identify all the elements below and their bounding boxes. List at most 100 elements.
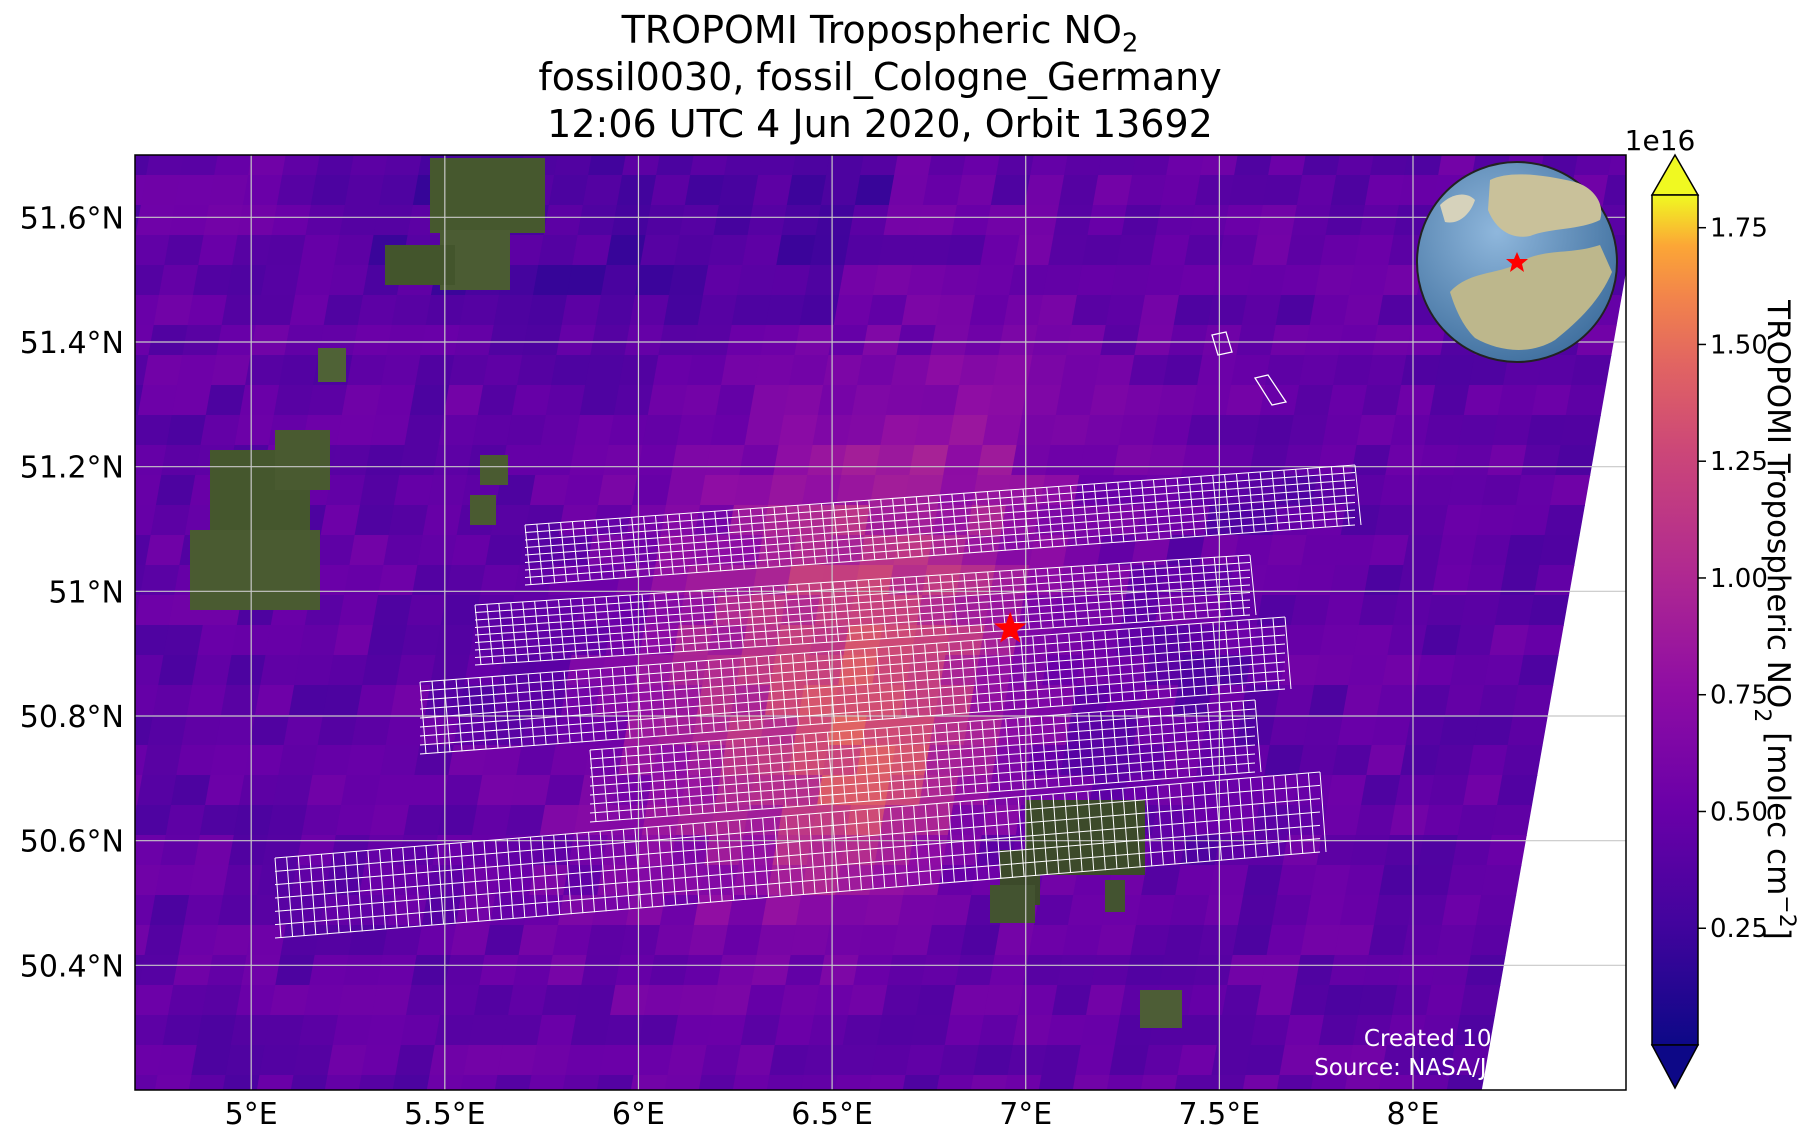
no2-pixel [1209,865,1250,896]
no2-pixel [1431,955,1472,986]
no2-pixel [183,895,225,926]
no2-pixel [1239,115,1279,146]
no2-pixel [1397,955,1438,986]
no2-pixel [516,355,558,386]
no2-pixel [816,775,858,806]
no2-pixel [179,155,221,176]
no2-pixel [1126,175,1168,206]
no2-pixel [317,1105,357,1136]
no2-pixel [921,955,962,986]
no2-pixel [145,155,187,176]
no2-pixel [992,355,1034,386]
no2-pixel [1287,805,1329,836]
no2-pixel [1041,1045,1082,1076]
no2-pixel [1489,625,1530,656]
no2-pixel [704,835,745,866]
no2-pixel [524,505,565,536]
no2-pixel [158,655,199,686]
no2-pixel [808,1015,850,1046]
no2-pixel [806,835,847,866]
no2-pixel [1426,595,1468,626]
no2-pixel [830,505,871,536]
no2-pixel [1570,355,1612,386]
no2-pixel [637,445,678,476]
no2-pixel [1515,475,1557,506]
no2-pixel [733,475,775,506]
no2-pixel [170,775,212,806]
no2-pixel [715,385,757,416]
no2-pixel [739,445,780,476]
no2-pixel [788,355,830,386]
no2-pixel [1029,535,1070,566]
no2-pixel [1172,685,1214,716]
no2-pixel [1457,805,1499,836]
no2-pixel [1560,415,1601,446]
no2-pixel [1334,925,1375,956]
no2-pixel [559,115,599,146]
no2-pixel [1468,745,1509,776]
no2-pixel [804,265,846,296]
no2-pixel [879,805,921,836]
no2-pixel [333,625,374,656]
no2-pixel [435,625,476,656]
no2-pixel [937,865,978,896]
no2-pixel [299,625,340,656]
no2-pixel [797,115,837,146]
no2-pixel [1267,155,1309,176]
no2-pixel [1032,325,1073,356]
no2-pixel [757,155,799,176]
lon-tick-label: 6.5°E [791,1097,873,1132]
lon-tick-label: 7.5°E [1179,1097,1261,1132]
no2-pixel [1390,415,1431,446]
no2-pixel [702,265,744,296]
no2-pixel [21,1045,61,1076]
no2-pixel [1507,715,1548,746]
no2-pixel [606,235,647,266]
no2-pixel [185,1075,227,1090]
no2-pixel [283,715,324,746]
no2-pixel [654,925,695,956]
no2-pixel [933,115,973,146]
footprint-fragment [1211,331,1233,356]
no2-pixel [49,115,89,146]
no2-pixel [786,175,828,206]
no2-pixel [1369,155,1411,176]
no2-pixel [1063,535,1104,566]
no2-pixel [86,295,126,326]
no2-pixel [491,115,531,146]
no2-pixel [888,175,930,206]
no2-pixel [1199,155,1241,176]
no2-pixel [998,325,1039,356]
no2-pixel [377,955,418,986]
no2-pixel [365,445,406,476]
no2-pixel [661,115,701,146]
no2-pixel [233,805,275,836]
no2-pixel [373,205,414,236]
no2-pixel [383,155,425,176]
no2-pixel [1544,505,1585,536]
no2-pixel [314,925,355,956]
no2-pixel [1434,355,1476,386]
no2-pixel [1375,115,1415,146]
footprint-band [419,616,1292,755]
no2-pixel [157,1045,198,1076]
no2-pixel [989,955,1030,986]
no2-pixel [910,1015,952,1046]
no2-pixel [705,445,746,476]
no2-pixel [1121,205,1162,236]
no2-pixel [66,985,106,1016]
no2-pixel [331,445,372,476]
no2-pixel [1067,895,1109,926]
no2-pixel [1173,295,1214,326]
no2-pixel [1110,265,1152,296]
no2-pixel [200,415,241,446]
no2-pixel [1267,535,1308,566]
no2-pixel [409,385,451,416]
no2-pixel [1531,385,1573,416]
no2-pixel [983,985,1025,1016]
no2-pixel [349,535,390,566]
no2-pixel [1337,1105,1377,1136]
no2-pixel [0,775,7,806]
no2-pixel [1026,355,1068,386]
no2-pixel [1477,115,1517,146]
